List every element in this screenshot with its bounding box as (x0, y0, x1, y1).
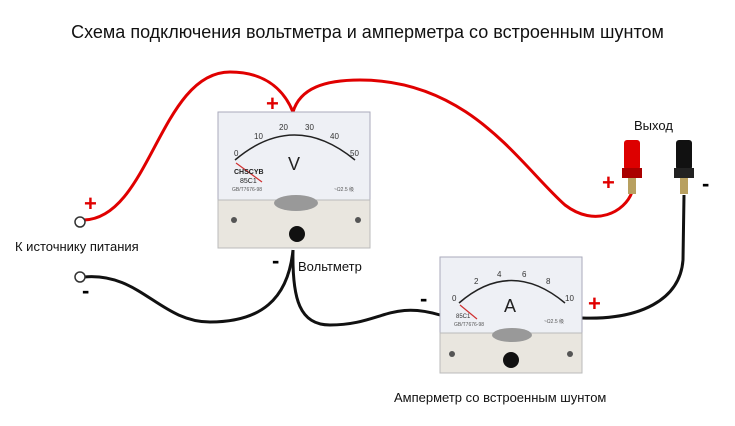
ammeter-tick-6: 6 (522, 270, 527, 279)
output-minus-sign: - (702, 171, 710, 196)
source-positive-terminal (74, 216, 86, 228)
positive-wire-source-to-voltmeter (83, 70, 295, 222)
output-positive-terminal (622, 140, 642, 194)
voltmeter: 0 10 20 30 40 50 V CHSCYB 85C1 GB/T7676-… (217, 111, 371, 249)
voltmeter-plus-sign: + (266, 91, 279, 116)
output-negative-terminal (674, 140, 694, 194)
voltmeter-tick-50: 50 (350, 149, 359, 158)
voltmeter-adjust-knob (289, 226, 305, 242)
ammeter: 0 2 4 6 8 10 A 85C1 GB/T7676-98 ~Ω2.5 级 (439, 256, 583, 374)
voltmeter-model: 85C1 (240, 178, 257, 185)
positive-wire-voltmeter-to-output (291, 78, 634, 218)
voltmeter-minus-sign: - (272, 248, 280, 273)
negative-wire-source-to-voltmeter (83, 249, 295, 324)
ammeter-tick-0: 0 (452, 294, 457, 303)
ammeter-minus-sign: - (420, 286, 428, 311)
output-plus-sign: + (602, 170, 615, 195)
diagram-title: Схема подключения вольтметра и амперметр… (71, 22, 664, 42)
ammeter-tick-8: 8 (546, 277, 551, 286)
ammeter-adjust-knob (503, 352, 519, 368)
ammeter-standard: GB/T7676-98 (454, 322, 484, 328)
ammeter-class: ~Ω2.5 级 (544, 318, 564, 325)
ammeter-tick-2: 2 (474, 277, 479, 286)
voltmeter-tick-20: 20 (279, 123, 288, 132)
source-plus-sign: + (84, 191, 97, 216)
source-minus-sign: - (82, 278, 90, 303)
voltmeter-standard: GB/T7676-98 (232, 187, 262, 193)
voltmeter-unit: V (288, 154, 300, 174)
voltmeter-label: Вольтметр (298, 259, 362, 274)
ammeter-tick-4: 4 (497, 270, 502, 279)
voltmeter-class: ~Ω2.5 级 (334, 186, 354, 193)
ammeter-tick-10: 10 (565, 294, 574, 303)
voltmeter-tick-40: 40 (330, 132, 339, 141)
ammeter-plus-sign: + (588, 291, 601, 316)
voltmeter-tick-30: 30 (305, 123, 314, 132)
negative-wire-voltmeter-to-ammeter (291, 249, 441, 327)
wire-ammeter-to-output-negative (581, 194, 686, 320)
ammeter-model: 85C1 (456, 314, 471, 320)
voltmeter-tick-0: 0 (234, 149, 239, 158)
source-negative-terminal (74, 271, 86, 283)
voltmeter-brand: CHSCYB (234, 169, 264, 176)
source-label: К источнику питания (15, 239, 139, 254)
output-label: Выход (634, 118, 673, 133)
voltmeter-tick-10: 10 (254, 132, 263, 141)
ammeter-label: Амперметр со встроенным шунтом (394, 390, 607, 405)
ammeter-unit: A (504, 296, 516, 316)
